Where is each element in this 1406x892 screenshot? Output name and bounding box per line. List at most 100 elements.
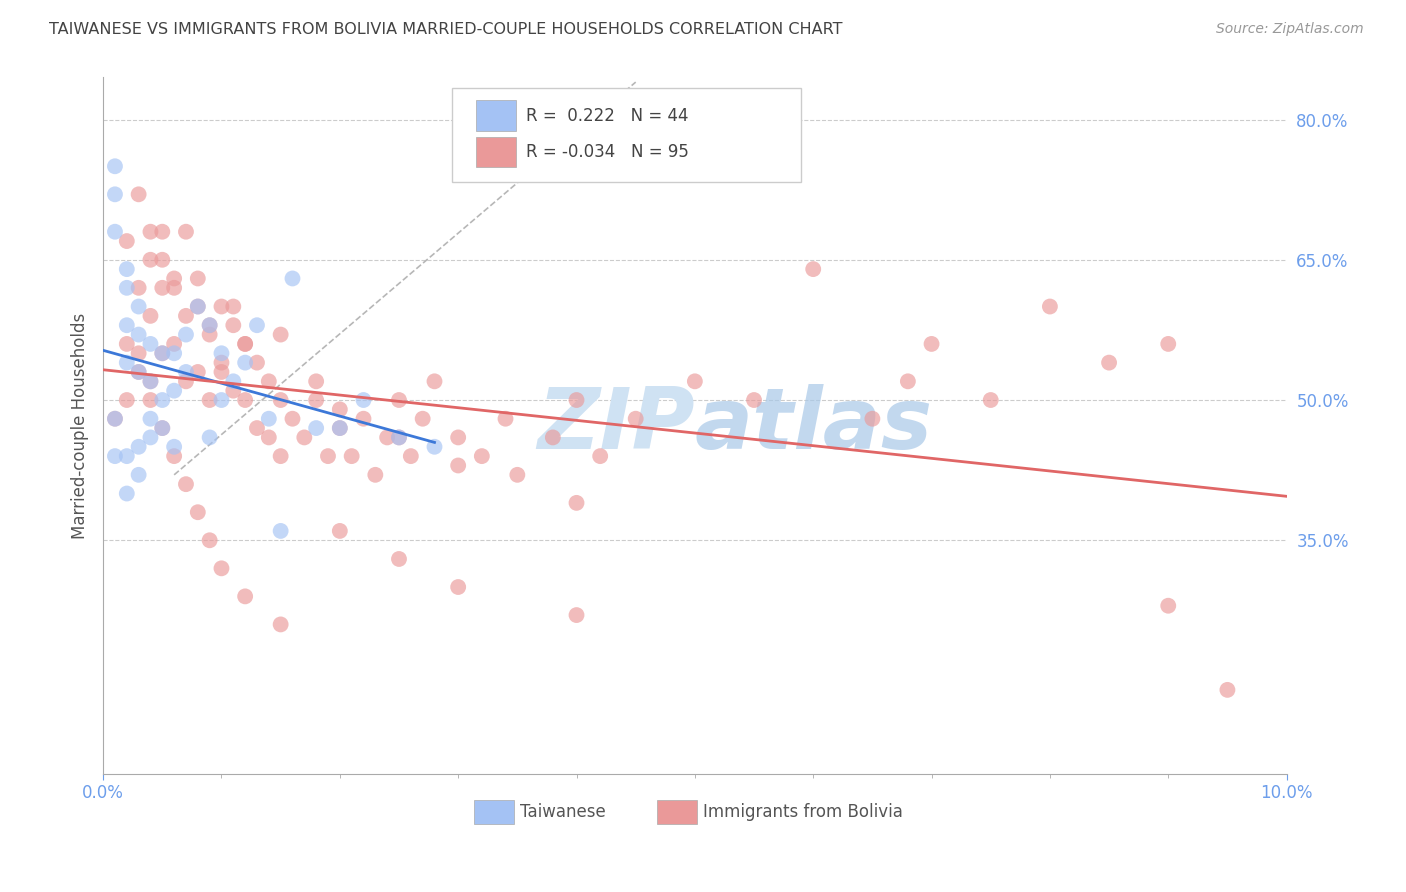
- Point: [980, 392, 1002, 407]
- Point: [139, 252, 162, 267]
- Point: [115, 449, 138, 463]
- Point: [257, 430, 280, 444]
- Point: [187, 505, 209, 519]
- Text: Source: ZipAtlas.com: Source: ZipAtlas.com: [1216, 22, 1364, 37]
- Point: [270, 392, 292, 407]
- Point: [139, 392, 162, 407]
- Point: [163, 440, 186, 454]
- Point: [128, 281, 150, 295]
- Point: [399, 449, 422, 463]
- Point: [198, 327, 221, 342]
- Point: [270, 524, 292, 538]
- Point: [412, 411, 434, 425]
- Point: [388, 392, 411, 407]
- Point: [801, 262, 824, 277]
- Point: [222, 318, 245, 333]
- Point: [150, 225, 173, 239]
- Point: [388, 552, 411, 566]
- Point: [128, 467, 150, 482]
- Point: [353, 392, 375, 407]
- Point: [388, 430, 411, 444]
- Point: [257, 411, 280, 425]
- Point: [115, 281, 138, 295]
- Point: [292, 430, 315, 444]
- Point: [305, 392, 328, 407]
- Point: [115, 486, 138, 500]
- Point: [128, 440, 150, 454]
- Text: Immigrants from Bolivia: Immigrants from Bolivia: [703, 804, 903, 822]
- Point: [211, 300, 233, 314]
- Point: [163, 449, 186, 463]
- Point: [506, 467, 529, 482]
- Point: [447, 430, 470, 444]
- Point: [187, 300, 209, 314]
- Point: [174, 327, 197, 342]
- Point: [447, 458, 470, 473]
- Point: [246, 318, 269, 333]
- Point: [198, 392, 221, 407]
- Point: [233, 392, 256, 407]
- Point: [257, 374, 280, 388]
- Point: [128, 365, 150, 379]
- Point: [246, 356, 269, 370]
- Point: [139, 309, 162, 323]
- Point: [1157, 337, 1180, 351]
- Point: [139, 374, 162, 388]
- Point: [742, 392, 765, 407]
- Point: [375, 430, 398, 444]
- Point: [281, 271, 304, 285]
- Point: [211, 346, 233, 360]
- Text: Taiwanese: Taiwanese: [520, 804, 606, 822]
- Point: [589, 449, 612, 463]
- Point: [624, 411, 647, 425]
- Point: [211, 392, 233, 407]
- Point: [329, 421, 352, 435]
- FancyBboxPatch shape: [475, 136, 516, 168]
- Point: [104, 411, 127, 425]
- Point: [211, 365, 233, 379]
- Point: [316, 449, 339, 463]
- Point: [104, 411, 127, 425]
- Text: R = -0.034   N = 95: R = -0.034 N = 95: [526, 143, 689, 161]
- Point: [139, 374, 162, 388]
- Point: [115, 356, 138, 370]
- Point: [150, 252, 173, 267]
- Point: [860, 411, 883, 425]
- Point: [104, 187, 127, 202]
- Point: [495, 411, 517, 425]
- Point: [329, 524, 352, 538]
- Point: [128, 327, 150, 342]
- Point: [353, 411, 375, 425]
- Point: [187, 271, 209, 285]
- Text: R =  0.222   N = 44: R = 0.222 N = 44: [526, 107, 688, 125]
- Point: [128, 346, 150, 360]
- Point: [128, 365, 150, 379]
- Point: [174, 365, 197, 379]
- FancyBboxPatch shape: [475, 101, 516, 131]
- Point: [388, 430, 411, 444]
- Point: [139, 225, 162, 239]
- Text: atlas: atlas: [695, 384, 934, 467]
- Point: [211, 356, 233, 370]
- Point: [246, 421, 269, 435]
- Point: [150, 281, 173, 295]
- Point: [270, 449, 292, 463]
- Point: [139, 337, 162, 351]
- Point: [281, 411, 304, 425]
- Point: [565, 392, 588, 407]
- Point: [541, 430, 564, 444]
- Point: [233, 337, 256, 351]
- Point: [150, 346, 173, 360]
- Point: [1098, 356, 1121, 370]
- Point: [150, 421, 173, 435]
- Point: [128, 300, 150, 314]
- Point: [222, 374, 245, 388]
- Point: [565, 608, 588, 623]
- Point: [305, 374, 328, 388]
- Text: ZIP: ZIP: [537, 384, 695, 467]
- Point: [150, 346, 173, 360]
- Point: [565, 496, 588, 510]
- Point: [163, 346, 186, 360]
- Point: [104, 449, 127, 463]
- Point: [163, 271, 186, 285]
